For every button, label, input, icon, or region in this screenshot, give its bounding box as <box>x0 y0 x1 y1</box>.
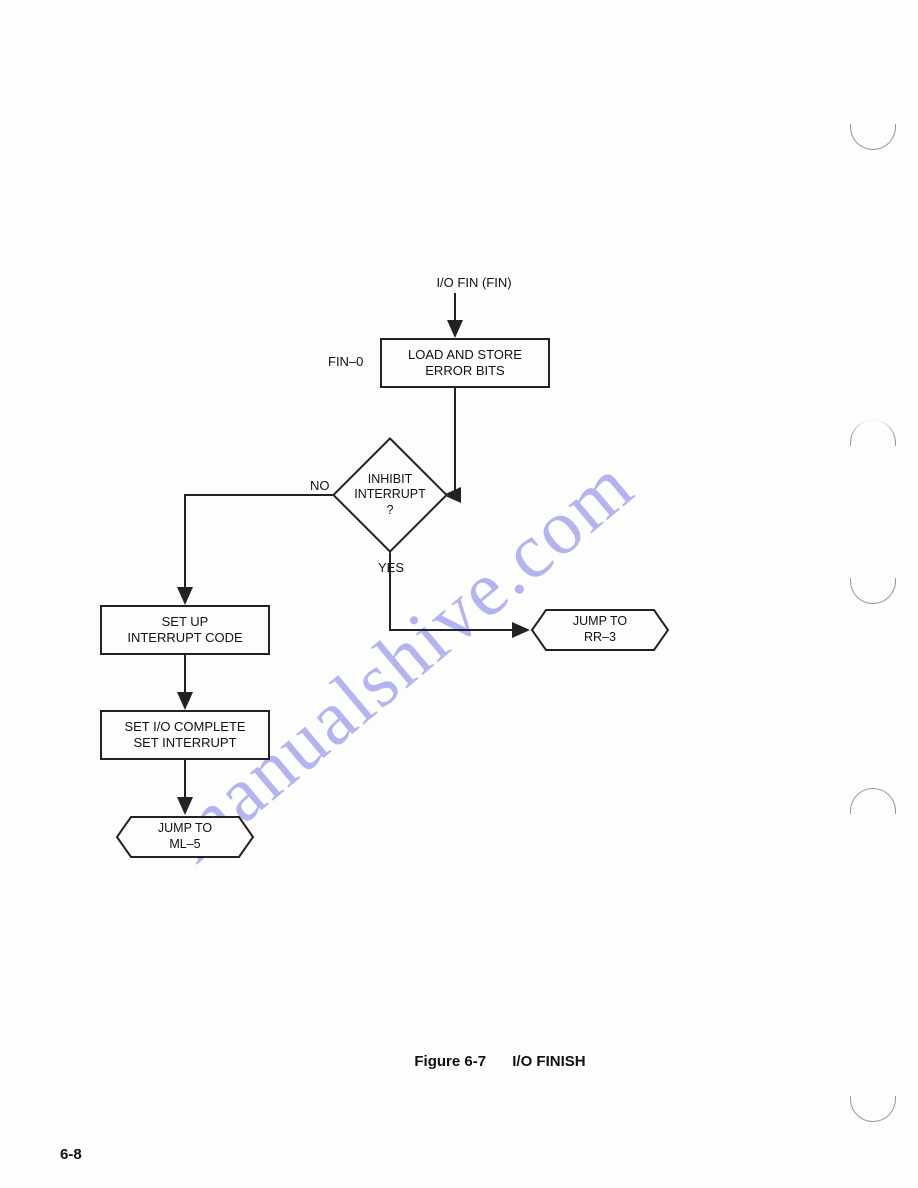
node-load-store: LOAD AND STOREERROR BITS <box>380 338 550 388</box>
terminal-ml5-text: JUMP TOML–5 <box>158 821 212 852</box>
flow-edges <box>0 0 918 1188</box>
start-label: I/O FIN (FIN) <box>414 275 534 291</box>
edge-label-yes: YES <box>378 560 404 576</box>
figure-caption: Figure 6-7 I/O FINISH <box>300 1053 700 1072</box>
node-set-io-complete-text: SET I/O COMPLETESET INTERRUPT <box>124 719 245 752</box>
side-label-fin0: FIN–0 <box>328 354 363 370</box>
page-number: 6-8 <box>60 1146 82 1165</box>
node-inhibit-interrupt: INHIBITINTERRUPT? <box>335 440 445 550</box>
terminal-rr3-text: JUMP TORR–3 <box>573 614 627 645</box>
node-inhibit-interrupt-text: INHIBITINTERRUPT? <box>354 472 426 519</box>
node-setup-interrupt-code: SET UPINTERRUPT CODE <box>100 605 270 655</box>
node-set-io-complete: SET I/O COMPLETESET INTERRUPT <box>100 710 270 760</box>
figure-title: I/O FINISH <box>512 1053 585 1070</box>
figure-label: Figure 6-7 <box>414 1053 486 1070</box>
node-load-store-text: LOAD AND STOREERROR BITS <box>408 347 522 380</box>
terminal-ml5: JUMP TOML–5 <box>115 815 255 859</box>
node-setup-interrupt-code-text: SET UPINTERRUPT CODE <box>127 614 242 647</box>
terminal-rr3: JUMP TORR–3 <box>530 608 670 652</box>
edge-label-no: NO <box>310 478 330 494</box>
page: manualshive.com I/O FIN (FIN) LOAD AND S… <box>0 0 918 1188</box>
